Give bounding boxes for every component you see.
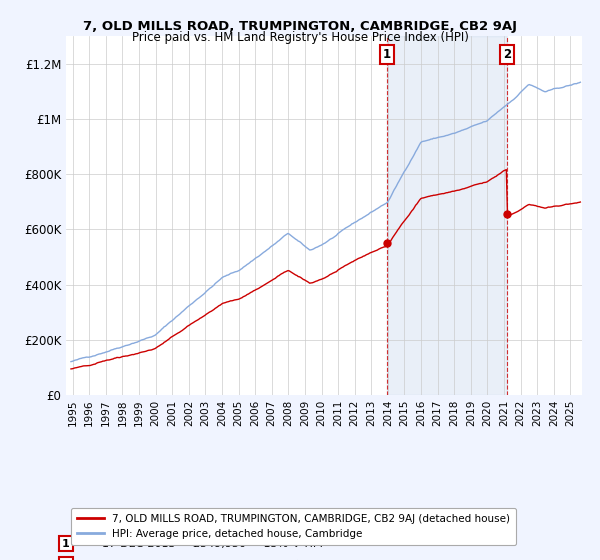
- Text: 1: 1: [62, 539, 70, 549]
- Text: 17-DEC-2013     £549,950     15% ↓ HPI: 17-DEC-2013 £549,950 15% ↓ HPI: [102, 539, 323, 549]
- Text: Price paid vs. HM Land Registry's House Price Index (HPI): Price paid vs. HM Land Registry's House …: [131, 31, 469, 44]
- Legend: 7, OLD MILLS ROAD, TRUMPINGTON, CAMBRIDGE, CB2 9AJ (detached house), HPI: Averag: 7, OLD MILLS ROAD, TRUMPINGTON, CAMBRIDG…: [71, 507, 516, 545]
- Text: 2: 2: [503, 48, 511, 61]
- Bar: [387, 36, 507, 395]
- Text: 1: 1: [383, 48, 391, 61]
- Text: 7, OLD MILLS ROAD, TRUMPINGTON, CAMBRIDGE, CB2 9AJ: 7, OLD MILLS ROAD, TRUMPINGTON, CAMBRIDG…: [83, 20, 517, 32]
